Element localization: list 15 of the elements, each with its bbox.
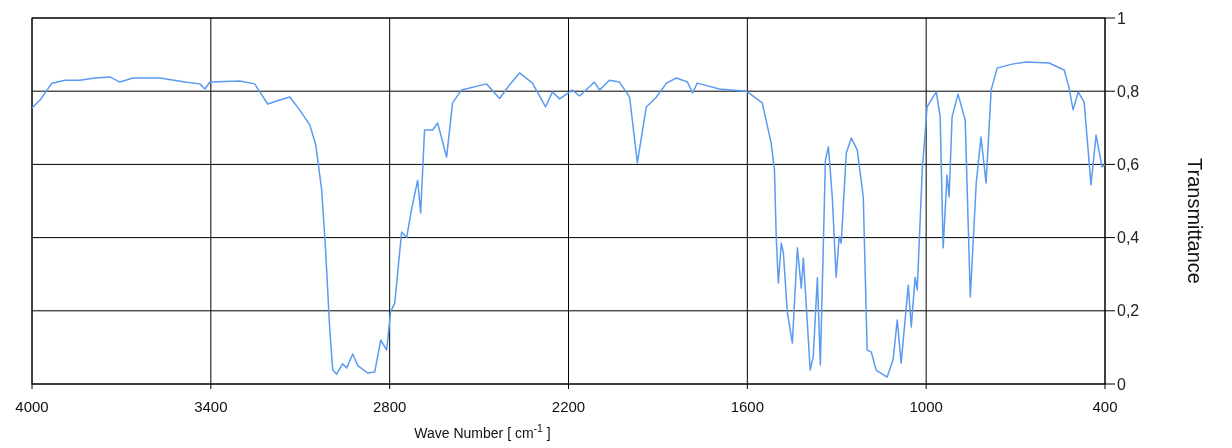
x-tick-label: 3400	[194, 398, 228, 415]
x-axis-title: Wave Number [ cm$^{-1}$ ]	[414, 422, 551, 441]
x-tick-label: 1600	[730, 398, 765, 415]
y-tick-label: 1	[1117, 9, 1126, 27]
x-tick-label: 400	[1092, 398, 1118, 415]
y-tick-label: 0,6	[1117, 156, 1140, 173]
y-tick-label: 0	[1117, 375, 1126, 393]
y-tick-label: 0,8	[1117, 82, 1140, 100]
y-tick-label: 0,4	[1117, 229, 1140, 247]
x-tick-label: 2200	[551, 398, 586, 415]
x-tick-label: 1000	[909, 398, 943, 415]
x-tick-label: 2800	[372, 398, 407, 415]
y-tick-label: 0,2	[1117, 302, 1140, 320]
x-tick-label: 4000	[15, 398, 49, 415]
y-axis-title: Transmittance	[1184, 158, 1206, 284]
